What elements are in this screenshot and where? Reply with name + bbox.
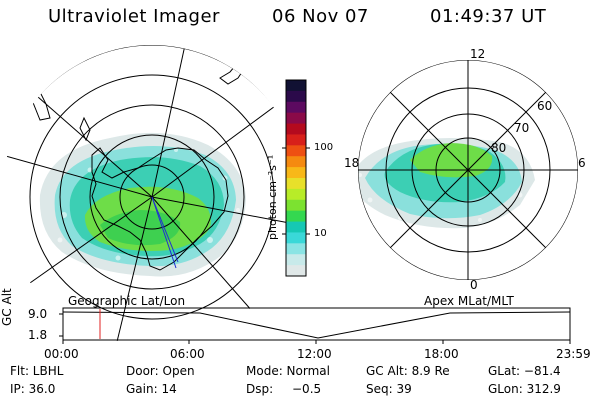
glon-info: GLon: 312.9 [488, 382, 561, 396]
timeline-tick-4: 23:59 [556, 347, 591, 361]
colorbar-segment [286, 265, 306, 277]
colorbar-segment [286, 123, 306, 135]
timeline-y-low: 1.8 [28, 328, 48, 342]
timeline-tick-2: 12:00 [297, 347, 332, 361]
colorbar-segment [286, 221, 306, 233]
mode-info: Mode: Normal [246, 364, 330, 378]
colorbar-segment [286, 80, 306, 92]
instrument-title: Ultraviolet Imager [48, 6, 220, 27]
colorbar-segment [286, 112, 306, 125]
timeline-y-high: 9.0 [28, 307, 48, 321]
colorbar [286, 80, 306, 277]
colorbar-segment [286, 90, 306, 103]
colorbar-segment [286, 188, 306, 201]
colorbar-unit-label: photon cm⁻²s⁻¹ [266, 154, 279, 240]
timeline-axis-label: GC Alt [0, 288, 14, 326]
seq-info: Seq: 39 [366, 382, 412, 396]
colorbar-segment [286, 134, 306, 146]
colorbar-segment [286, 254, 306, 266]
magnetic-map [358, 60, 578, 280]
timeline-plot [59, 307, 571, 344]
mlt-label-6: 6 [578, 156, 586, 170]
ip-info: IP: 36.0 [10, 382, 56, 396]
geographic-map [2, 45, 302, 345]
mlt-label-18: 18 [344, 156, 360, 170]
aurora-image-right [358, 138, 535, 229]
mlat-label-60: 60 [537, 99, 553, 113]
dsp-info-value: −0.5 [292, 382, 322, 396]
gc-alt-info: GC Alt: 8.9 Re [366, 364, 450, 378]
glat-info: GLat: −81.4 [488, 364, 561, 378]
date-label: 06 Nov 07 [272, 6, 369, 27]
colorbar-tick-100: 100 [314, 142, 334, 153]
mlat-label-70: 70 [514, 121, 530, 135]
colorbar-segment [286, 145, 306, 157]
time-label: 01:49:37 UT [430, 6, 547, 27]
colorbar-segment [286, 178, 306, 190]
timeline-tick-3: 18:00 [424, 347, 459, 361]
geographic-label: Geographic Lat/Lon [68, 294, 186, 308]
colorbar-segment [286, 232, 306, 244]
door-info: Door: Open [126, 364, 195, 378]
colorbar-segment [286, 167, 306, 179]
timeline-tick-1: 06:00 [170, 347, 205, 361]
gain-info: Gain: 14 [126, 382, 177, 396]
timeline-tick-0: 00:00 [44, 347, 79, 361]
colorbar-tick-10: 10 [314, 228, 327, 239]
mlat-label-80: 80 [491, 141, 507, 155]
aurora-image-left [39, 132, 246, 277]
colorbar-segment [286, 210, 306, 223]
magnetic-label: Apex MLat/MLT [424, 294, 514, 308]
colorbar-segment [286, 243, 306, 255]
colorbar-segment [286, 199, 306, 212]
filter-info: Flt: LBHL [10, 364, 64, 378]
colorbar-segment [286, 156, 306, 168]
mlt-label-0: 0 [470, 278, 478, 292]
mlt-label-12: 12 [470, 47, 486, 61]
colorbar-segment [286, 101, 306, 114]
dsp-info-label: Dsp: [246, 382, 274, 396]
